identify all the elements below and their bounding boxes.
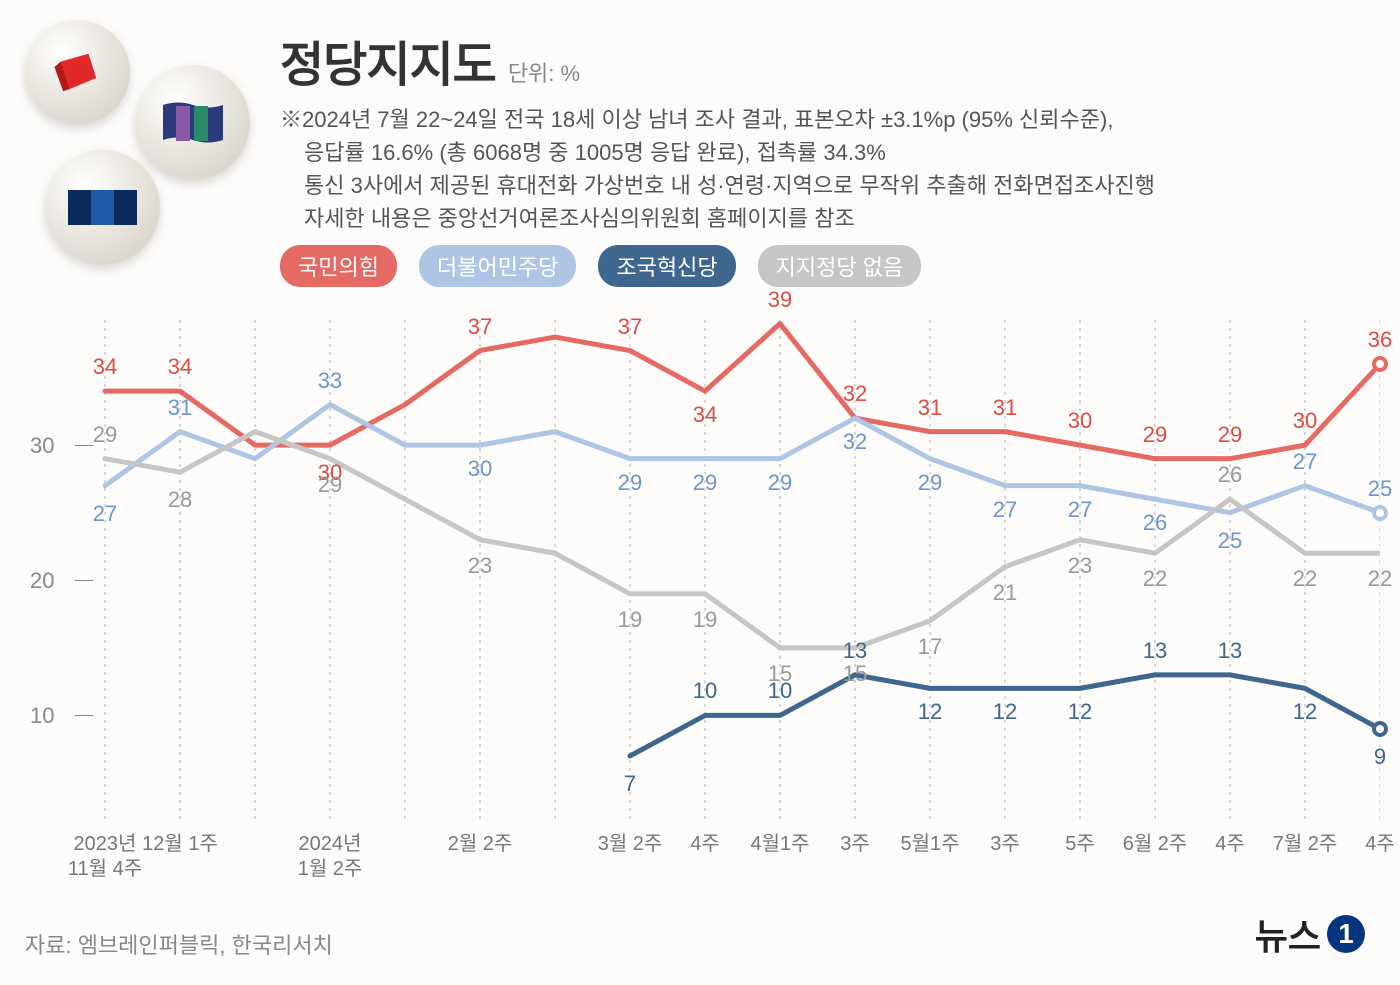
data-label: 13: [1143, 638, 1167, 664]
data-label: 13: [1218, 638, 1242, 664]
data-label: 21: [993, 580, 1017, 606]
data-label: 34: [168, 354, 192, 380]
data-label: 32: [843, 381, 867, 407]
end-marker: [1372, 505, 1388, 521]
subtitle-line: 통신 3사에서 제공된 휴대전화 가상번호 내 성·연령·지역으로 무작위 추출…: [280, 169, 1360, 202]
line-chart: 1020302023년11월 4주12월 1주2024년1월 2주2월 2주3월…: [20, 310, 1380, 870]
data-label: 25: [1218, 528, 1242, 554]
data-label: 12: [1293, 699, 1317, 725]
subtitle-line: 자세한 내용은 중앙선거여론조사심의위원회 홈페이지를 참조: [280, 202, 1360, 235]
data-label: 29: [618, 470, 642, 496]
legend-item: 더불어민주당: [419, 245, 576, 287]
x-tick-label: 2024년1월 2주: [298, 832, 363, 882]
legend-item: 국민의힘: [280, 245, 397, 287]
data-label: 34: [93, 354, 117, 380]
x-tick-label: 3월 2주: [598, 832, 663, 857]
x-tick-label: 4주: [1365, 832, 1395, 857]
data-label: 12: [1068, 699, 1092, 725]
logo-number: 1: [1327, 915, 1365, 953]
sphere-blue2: [45, 150, 160, 265]
data-label: 27: [993, 497, 1017, 523]
data-label: 12: [993, 699, 1017, 725]
logo-text: 뉴스: [1255, 908, 1321, 960]
data-label: 34: [693, 402, 717, 428]
subtitle-line: 응답률 16.6% (총 6068명 중 1005명 응답 완료), 접촉률 3…: [280, 136, 1360, 169]
end-marker: [1372, 356, 1388, 372]
y-tick-label: 20: [30, 568, 54, 594]
x-tick-label: 4주: [690, 832, 720, 857]
data-label: 26: [1218, 462, 1242, 488]
data-label: 31: [993, 395, 1017, 421]
data-label: 29: [1218, 422, 1242, 448]
data-label: 29: [93, 422, 117, 448]
data-label: 17: [918, 634, 942, 660]
data-label: 7: [624, 771, 636, 797]
data-label: 29: [318, 472, 342, 498]
data-label: 9: [1374, 744, 1386, 770]
data-label: 22: [1293, 566, 1317, 592]
data-label: 27: [1293, 449, 1317, 475]
x-tick-label: 5월1주: [900, 832, 959, 857]
data-label: 33: [318, 368, 342, 394]
data-label: 29: [693, 470, 717, 496]
data-label: 37: [618, 314, 642, 340]
data-label: 32: [843, 429, 867, 455]
y-tick-label: 10: [30, 703, 54, 729]
chart-title: 정당지지도: [280, 25, 496, 95]
x-tick-label: 5주: [1065, 832, 1095, 857]
data-label: 30: [1068, 408, 1092, 434]
data-label: 23: [1068, 553, 1092, 579]
data-label: 22: [1368, 566, 1392, 592]
data-label: 15: [768, 661, 792, 687]
y-tick-label: 30: [30, 433, 54, 459]
data-label: 27: [93, 501, 117, 527]
x-tick-label: 4월1주: [750, 832, 809, 857]
data-label: 27: [1068, 497, 1092, 523]
legend-item: 지지정당 없음: [758, 245, 922, 287]
data-label: 25: [1368, 476, 1392, 502]
sphere-red: [25, 20, 130, 125]
news1-logo: 뉴스 1: [1255, 908, 1365, 960]
party-logo-cluster: [20, 20, 280, 250]
data-label: 12: [918, 699, 942, 725]
x-tick-label: 3주: [990, 832, 1020, 857]
legend: 국민의힘 더불어민주당 조국혁신당 지지정당 없음: [280, 245, 1360, 287]
x-tick-label: 4주: [1215, 832, 1245, 857]
data-label: 29: [1143, 422, 1167, 448]
x-tick-label: 2023년11월 4주: [68, 832, 142, 882]
data-label: 29: [768, 470, 792, 496]
data-label: 15: [843, 661, 867, 687]
data-label: 28: [168, 487, 192, 513]
data-label: 23: [468, 553, 492, 579]
data-label: 19: [693, 607, 717, 633]
data-label: 39: [768, 287, 792, 313]
data-label: 29: [918, 470, 942, 496]
subtitle-line: ※2024년 7월 22~24일 전국 18세 이상 남녀 조사 결과, 표본오…: [280, 103, 1360, 136]
unit-label: 단위: %: [508, 56, 580, 88]
x-tick-label: 12월 1주: [142, 832, 218, 857]
x-tick-label: 3주: [840, 832, 870, 857]
data-label: 36: [1368, 327, 1392, 353]
data-label: 31: [918, 395, 942, 421]
header: 정당지지도 단위: % ※2024년 7월 22~24일 전국 18세 이상 남…: [280, 25, 1360, 287]
data-label: 31: [168, 395, 192, 421]
data-label: 37: [468, 314, 492, 340]
data-label: 22: [1143, 566, 1167, 592]
x-tick-label: 7월 2주: [1273, 832, 1338, 857]
data-label: 10: [693, 678, 717, 704]
x-tick-label: 2월 2주: [448, 832, 513, 857]
source-label: 자료: 엠브레인퍼블릭, 한국리서치: [25, 928, 333, 960]
data-label: 30: [1293, 408, 1317, 434]
data-label: 30: [468, 456, 492, 482]
data-label: 19: [618, 607, 642, 633]
data-label: 26: [1143, 510, 1167, 536]
legend-item: 조국혁신당: [598, 245, 735, 287]
end-marker: [1372, 721, 1388, 737]
x-tick-label: 6월 2주: [1123, 832, 1188, 857]
sphere-blue1: [135, 65, 250, 180]
subtitle-block: ※2024년 7월 22~24일 전국 18세 이상 남녀 조사 결과, 표본오…: [280, 103, 1360, 235]
